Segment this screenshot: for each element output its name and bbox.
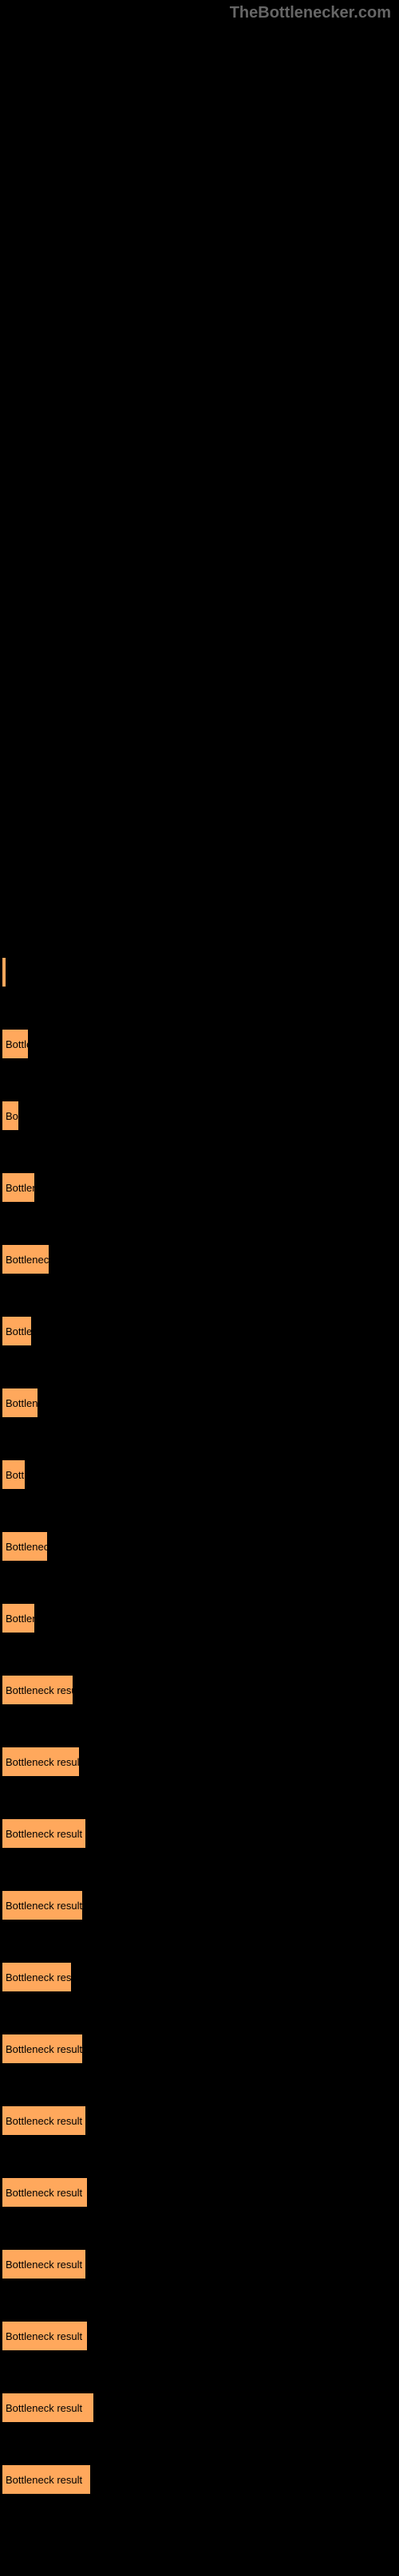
bar-row: Bottlene <box>2 1603 399 1633</box>
bar: Bottleneck result <box>2 2249 86 2279</box>
bar: Bottle <box>2 1459 26 1490</box>
bar-row: Bottleneck result <box>2 2177 399 2208</box>
bar: Bottleneck result <box>2 2034 83 2064</box>
bar-row: Bottlen <box>2 1172 399 1203</box>
bar: Bottleneck resu <box>2 1675 73 1705</box>
bar-row: Bottleneck result <box>2 2105 399 2136</box>
bar-row: Bottleneck result <box>2 2464 399 2495</box>
bar: Bottleneck <box>2 1244 49 1274</box>
bar-row: Bottleneck <box>2 1244 399 1274</box>
bar: Bottleneck result <box>2 2177 88 2208</box>
bar-row: Bottleneck res <box>2 1962 399 1992</box>
bar-row <box>2 957 399 987</box>
bar: Bottlene <box>2 1603 35 1633</box>
bar: Bottle <box>2 1029 29 1059</box>
bar: Bottleneck result <box>2 1818 86 1849</box>
bar: Bottlen <box>2 1316 32 1346</box>
watermark: TheBottlenecker.com <box>230 4 391 22</box>
bar: Bottleneck result <box>2 1747 80 1777</box>
bar: Bottlened <box>2 1388 38 1418</box>
bar: Bottleneck res <box>2 1962 72 1992</box>
bar: Bottleneck result <box>2 2105 86 2136</box>
bar-row: Bottleneck result <box>2 2034 399 2064</box>
bar-row: Bottleneck result <box>2 2249 399 2279</box>
bar <box>2 957 6 987</box>
bar-chart: Bottle Bo Bottlen Bottleneck Bottlen Bottlene… <box>0 0 399 2576</box>
bar-row: Bottleneck result <box>2 2321 399 2351</box>
bar: Bottlen <box>2 1172 35 1203</box>
bar-row: Bo <box>2 1101 399 1131</box>
bar-row: Bottleneck resu <box>2 1675 399 1705</box>
bar: Bottleneck result <box>2 1890 83 1920</box>
bar-row: Bottleneck <box>2 1531 399 1562</box>
bar: Bottleneck result <box>2 2393 94 2423</box>
bar-row: Bottleneck result <box>2 2393 399 2423</box>
bar: Bo <box>2 1101 19 1131</box>
bar-row: Bottleneck result <box>2 1747 399 1777</box>
bar-row: Bottleneck result <box>2 1818 399 1849</box>
bar-row: Bottle <box>2 1459 399 1490</box>
bar: Bottleneck result <box>2 2464 91 2495</box>
bar: Bottleneck <box>2 1531 48 1562</box>
bar-row: Bottle <box>2 1029 399 1059</box>
bar-row: Bottlened <box>2 1388 399 1418</box>
bar-row: Bottleneck result <box>2 1890 399 1920</box>
bar: Bottleneck result <box>2 2321 88 2351</box>
bar-row: Bottlen <box>2 1316 399 1346</box>
